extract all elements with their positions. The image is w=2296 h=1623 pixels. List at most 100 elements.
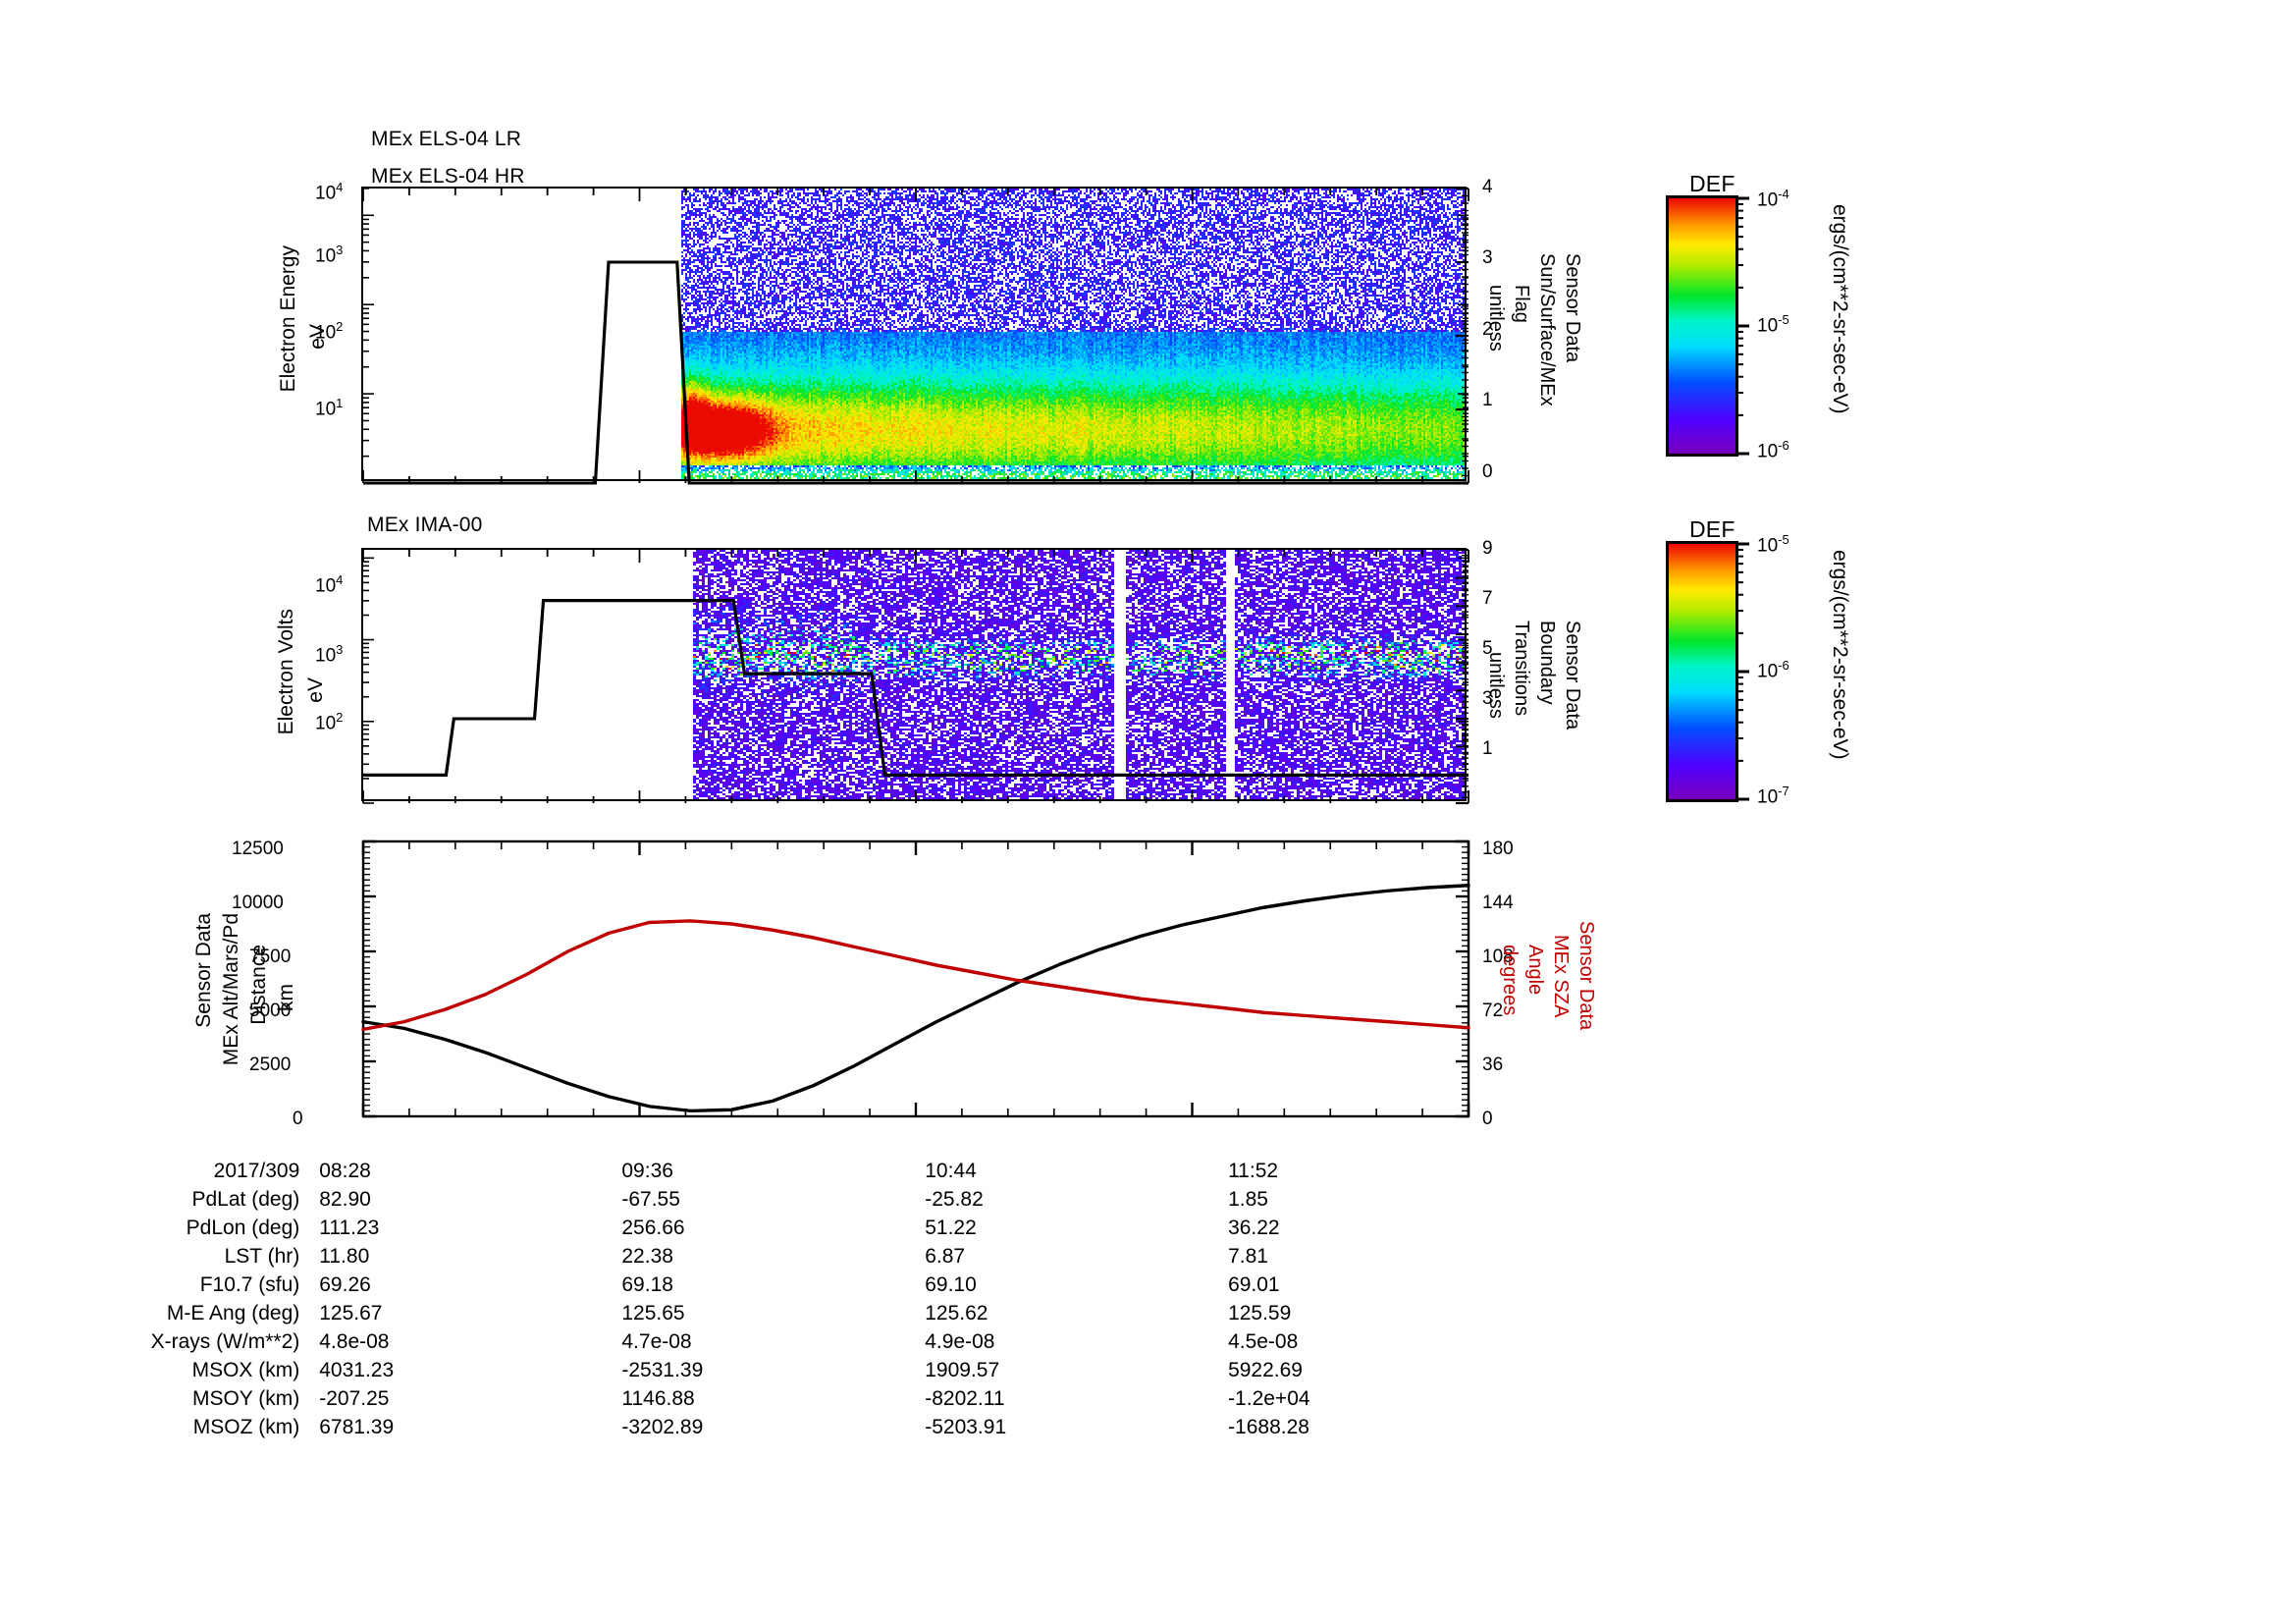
orbit-ytick-5000: 5000	[249, 1001, 292, 1021]
els-rtick-3: 3	[1482, 247, 1493, 268]
table-cell: -5203.91	[925, 1416, 1007, 1438]
colorbar2-units: ergs/(cm**2-sr-sec-eV)	[1828, 550, 1851, 760]
els-rtick-4: 4	[1482, 177, 1493, 197]
table-row: 2017/309 08:28 09:36 10:44 11:52	[0, 1157, 1502, 1185]
table-row: MSOY (km) -207.25 1146.88 -8202.11 -1.2e+04	[0, 1384, 1502, 1413]
table-cell: 82.90	[319, 1188, 371, 1211]
table-row: X-rays (W/m**2) 4.8e-08 4.7e-08 4.9e-08 4.5e…	[0, 1327, 1502, 1356]
table-row: PdLon (deg) 111.23 256.66 51.22 36.22	[0, 1214, 1502, 1242]
table-cell: -207.25	[319, 1387, 390, 1410]
table-row-label: M-E Ang (deg)	[166, 1302, 300, 1325]
table-cell: -1.2e+04	[1228, 1387, 1310, 1410]
table-row-label: MSOX (km)	[191, 1359, 300, 1381]
table-row: M-E Ang (deg) 125.67 125.65 125.62 125.59	[0, 1299, 1502, 1327]
table-cell: 4.9e-08	[925, 1330, 995, 1353]
table-cell: 69.10	[925, 1273, 977, 1296]
orbit-ytick-0: 0	[293, 1109, 303, 1129]
colorbar2-units-text: ergs/(cm**2-sr-sec-eV)	[1829, 550, 1851, 760]
colorbar2-bottom-label: 10-7	[1757, 784, 1789, 808]
table-cell: -3202.89	[621, 1416, 704, 1438]
table-cell: 4.5e-08	[1228, 1330, 1299, 1353]
ima-right-axis-label-1: Sensor Data	[1561, 621, 1583, 730]
orbit-right-l4: degrees	[1499, 945, 1521, 1016]
colorbar2-frame	[1666, 541, 1738, 802]
ima-right-axis-label-3: Transitions	[1510, 621, 1532, 716]
ima-right-axis-label-2: Boundary	[1535, 621, 1558, 705]
colorbar2-top-label: 10-5	[1757, 532, 1789, 557]
orbit-right-label-4: degrees	[1498, 945, 1521, 1015]
orbit-ytick-10000: 10000	[232, 893, 284, 913]
colorbar1-units: ergs/(cm**2-sr-sec-eV)	[1828, 204, 1851, 414]
table-cell: 1.85	[1228, 1188, 1268, 1211]
ima-right-l1: Sensor Data	[1562, 621, 1583, 730]
colorbar2-mid-label: 10-6	[1757, 658, 1789, 682]
panel-ima-left-axis-label: Electron Volts	[275, 609, 298, 734]
orbit-left-l1: Sensor Data	[192, 913, 215, 1028]
table-cell: 69.18	[621, 1273, 673, 1296]
table-cell: 256.66	[621, 1217, 685, 1239]
els-right-axis-label-4: unitless	[1484, 285, 1507, 352]
table-cell: 08:28	[319, 1160, 371, 1182]
orbit-line-chart	[324, 830, 1502, 1144]
table-cell: 10:44	[925, 1160, 977, 1182]
orbit-right-label-3: Angle	[1523, 945, 1546, 995]
orbit-left-l2: MEx Alt/Mars/Pd	[220, 913, 242, 1066]
colorbar2-gradient	[1669, 544, 1735, 799]
colorbar1-mid-label: 10-5	[1757, 312, 1789, 337]
els-rtick-1: 1	[1482, 390, 1493, 410]
table-cell: 6.87	[925, 1245, 966, 1268]
table-cell: 4031.23	[319, 1359, 395, 1381]
table-cell: -2531.39	[621, 1359, 704, 1381]
table-row: F10.7 (sfu) 69.26 69.18 69.10 69.01	[0, 1271, 1502, 1299]
table-row-label: MSOY (km)	[191, 1387, 300, 1410]
ephemeris-table-grid: 2017/309 08:28 09:36 10:44 11:52 PdLat (deg) 8…	[0, 1157, 1502, 1441]
table-cell: -25.82	[925, 1188, 984, 1211]
orbit-right-label-2: MEx SZA	[1549, 935, 1572, 1017]
panel-els-title-lr: MEx ELS-04 LR	[371, 128, 522, 150]
colorbar1-units-text: ergs/(cm**2-sr-sec-eV)	[1829, 204, 1851, 414]
colorbar1-ticks	[1736, 195, 1754, 457]
table-cell: 125.62	[925, 1302, 988, 1325]
ima-rtick-3: 3	[1482, 688, 1493, 709]
els-left-label-line1: Electron Energy	[277, 245, 299, 393]
table-cell: -8202.11	[925, 1387, 1005, 1410]
table-row-label: 2017/309	[213, 1160, 300, 1182]
table-row-label: MSOZ (km)	[192, 1416, 300, 1438]
colorbar1-top-label: 10-4	[1757, 187, 1789, 211]
ima-rtick-9: 9	[1482, 538, 1493, 559]
ephemeris-table: 2017/309 08:28 09:36 10:44 11:52 PdLat (deg) 8…	[0, 1157, 1502, 1441]
ima-right-l4: unitless	[1485, 652, 1507, 719]
table-cell: 125.59	[1228, 1302, 1292, 1325]
table-row-label: X-rays (W/m**2)	[150, 1330, 300, 1353]
els-axis-ticks	[324, 177, 1502, 491]
table-cell: 11.80	[319, 1245, 370, 1268]
orbit-right-label-1: Sensor Data	[1575, 921, 1597, 1030]
table-cell: 4.8e-08	[319, 1330, 390, 1353]
els-right-l4: unitless	[1485, 285, 1507, 352]
orbit-rtick-108: 108	[1482, 947, 1514, 967]
table-cell: 11:52	[1228, 1160, 1279, 1182]
els-right-axis-label-1: Sensor Data	[1561, 253, 1583, 362]
orbit-left-label-2: MEx Alt/Mars/Pd	[220, 913, 243, 1065]
orbit-rtick-180: 180	[1482, 839, 1514, 859]
table-row: MSOX (km) 4031.23 -2531.39 1909.57 5922.69	[0, 1356, 1502, 1384]
orbit-rtick-36: 36	[1482, 1055, 1504, 1075]
table-cell: 36.22	[1228, 1217, 1280, 1239]
els-right-axis-label-2: Sun/Surface/MEx	[1535, 253, 1558, 406]
ima-left-l1: Electron Volts	[275, 609, 297, 735]
table-cell: 69.01	[1228, 1273, 1280, 1296]
colorbar2-ticks	[1736, 541, 1754, 802]
orbit-ytick-12500: 12500	[232, 839, 284, 859]
table-row-label: LST (hr)	[224, 1245, 300, 1268]
els-rtick-0: 0	[1482, 461, 1493, 482]
ima-right-l3: Transitions	[1511, 621, 1532, 717]
table-row: PdLat (deg) 82.90 -67.55 -25.82 1.85	[0, 1185, 1502, 1214]
table-row: MSOZ (km) 6781.39 -3202.89 -5203.91 -1688.28	[0, 1413, 1502, 1441]
orbit-ytick-2500: 2500	[249, 1055, 292, 1075]
orbit-ytick-7500: 7500	[249, 947, 292, 967]
table-cell: -67.55	[621, 1188, 680, 1211]
table-cell: 6781.39	[319, 1416, 395, 1438]
els-right-l2: Sun/Surface/MEx	[1536, 253, 1558, 406]
orbit-left-label-1: Sensor Data	[192, 913, 216, 1028]
ima-rtick-7: 7	[1482, 588, 1493, 609]
